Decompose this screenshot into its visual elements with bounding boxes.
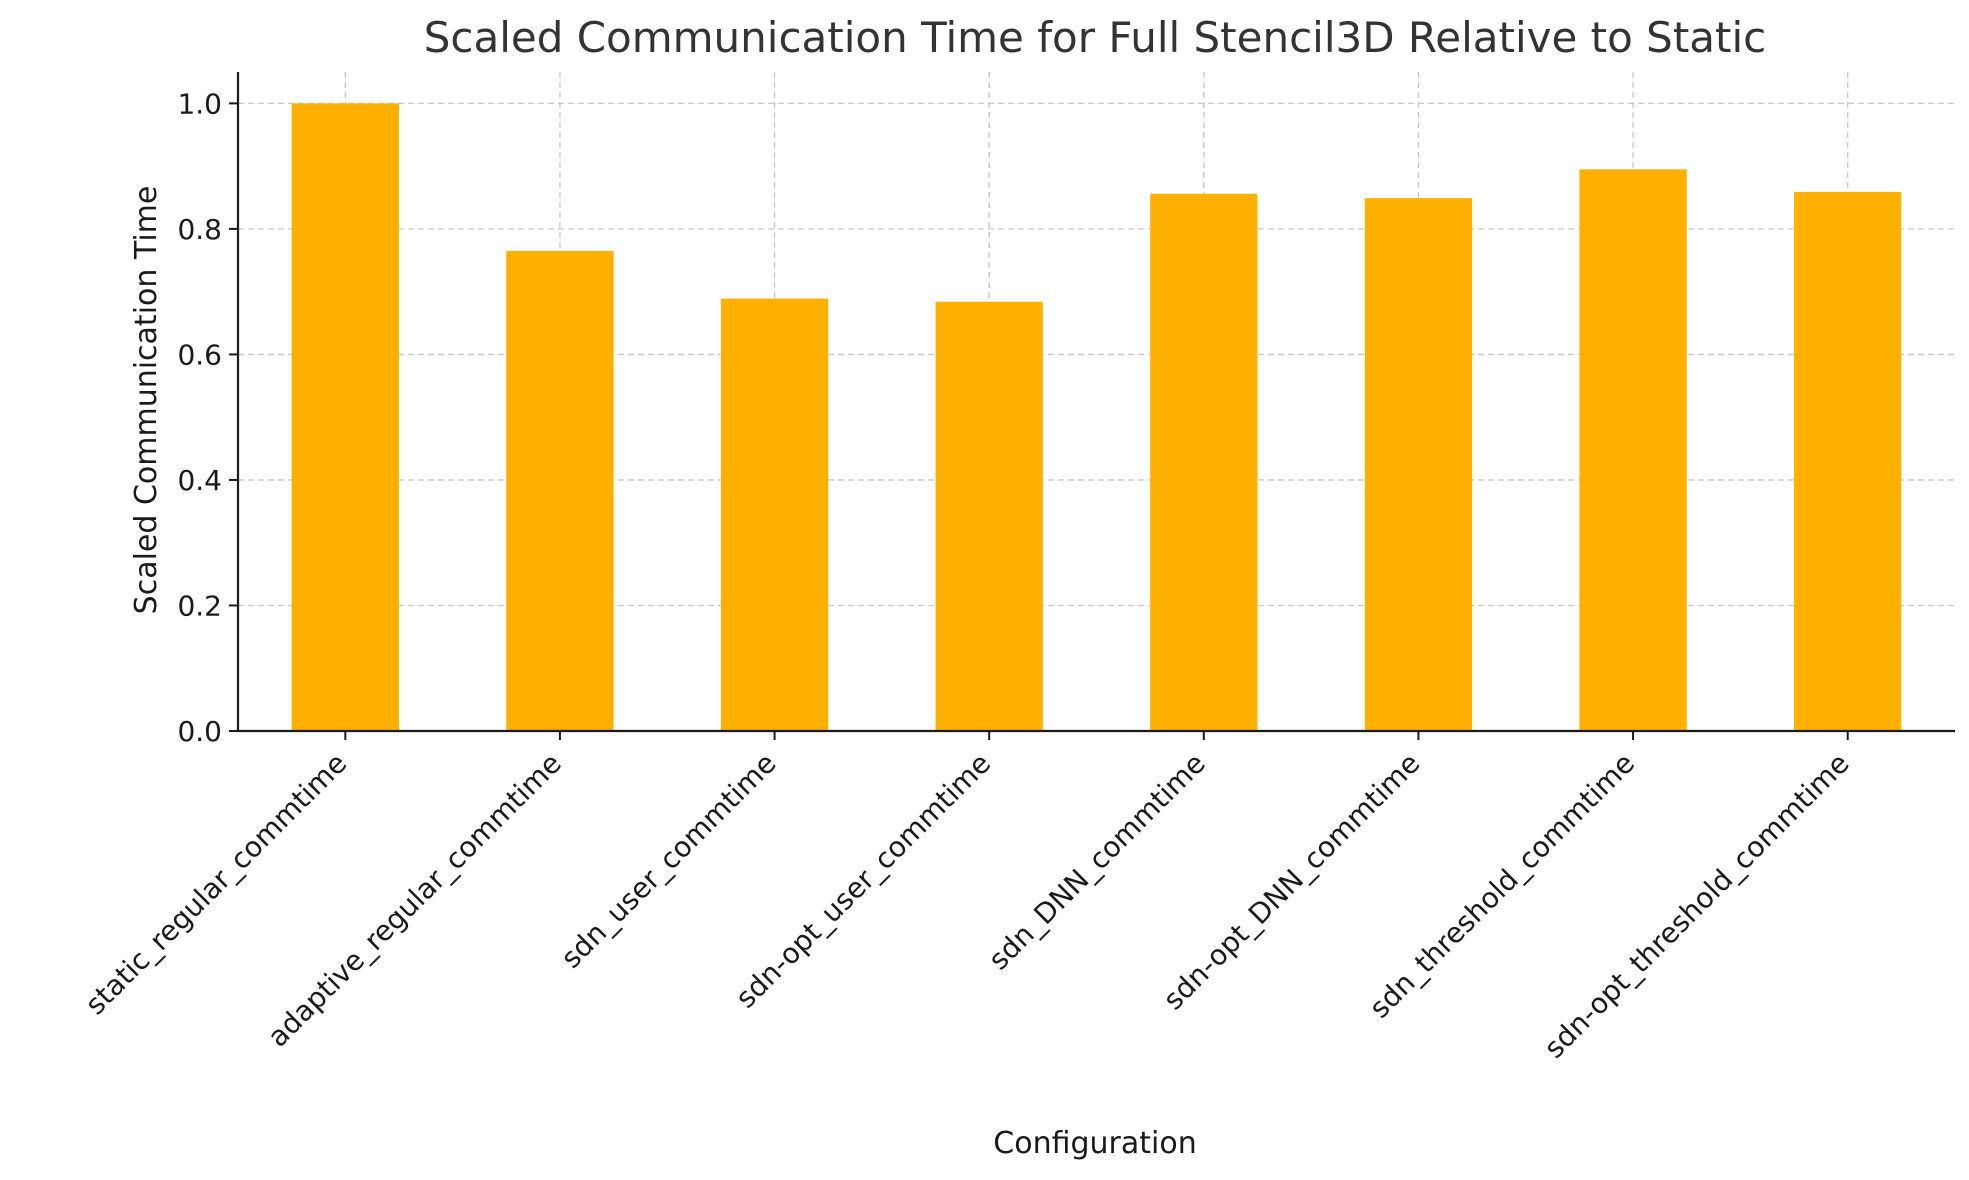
bars xyxy=(291,103,1902,731)
y-tick-label: 0.0 xyxy=(177,715,222,748)
grid xyxy=(238,72,1955,732)
chart-title: Scaled Communication Time for Full Stenc… xyxy=(424,13,1767,62)
y-tick-label: 1.0 xyxy=(177,87,222,120)
bar xyxy=(1150,193,1258,731)
bar xyxy=(1794,191,1902,731)
y-tick-label: 0.2 xyxy=(177,589,222,622)
y-axis-label: Scaled Communication Time xyxy=(129,186,164,615)
x-tick-label: sdn_user_commtime xyxy=(554,747,782,975)
x-axis-label: Configuration xyxy=(993,1126,1196,1161)
axes xyxy=(236,72,1955,733)
y-tick-label: 0.4 xyxy=(177,464,222,497)
bar xyxy=(935,301,1043,731)
x-tick-label: sdn-opt_DNN_commtime xyxy=(1157,747,1427,1017)
y-tick-label: 0.8 xyxy=(177,213,222,246)
bar xyxy=(720,298,829,731)
bar xyxy=(1364,198,1473,731)
y-ticks: 0.0 0.2 0.4 0.6 0.8 1.0 xyxy=(177,87,238,748)
bar xyxy=(506,250,614,731)
bar xyxy=(1579,169,1687,731)
x-tick-label: sdn_DNN_commtime xyxy=(982,747,1212,977)
x-tick-label: sdn-opt_user_commtime xyxy=(729,747,997,1015)
x-ticks: static_regular_commtimeadaptive_regular_… xyxy=(79,731,1856,1065)
y-tick-label: 0.6 xyxy=(177,338,222,371)
bar xyxy=(291,103,399,731)
